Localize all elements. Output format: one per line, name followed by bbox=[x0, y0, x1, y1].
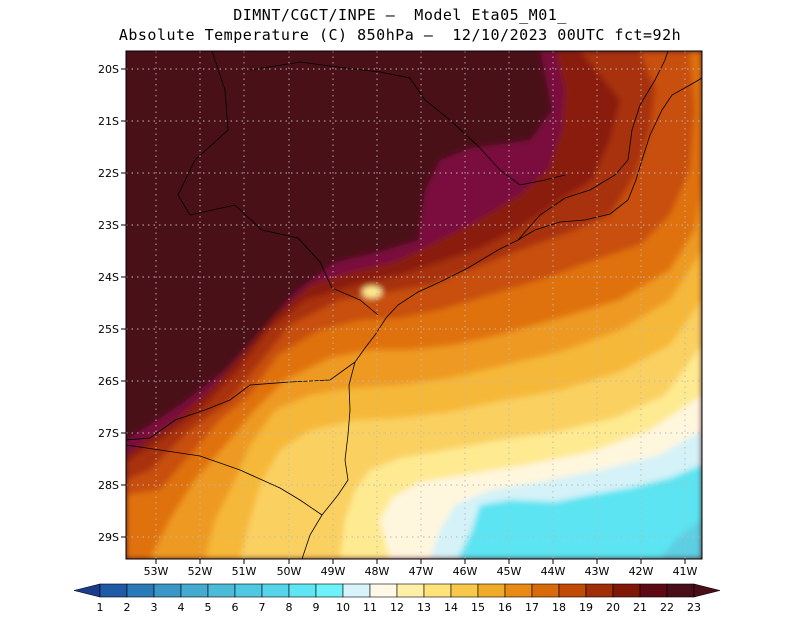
lat-labels: 20S 21S 22S 23S 24S 25S 26S 27S 28S 29S bbox=[98, 63, 119, 544]
state-border-ms-sp bbox=[177, 51, 229, 216]
colorbar-label: 18 bbox=[552, 601, 566, 614]
state-border-mg-rj bbox=[517, 159, 629, 241]
colorbar-label: 16 bbox=[498, 601, 512, 614]
colorbar-label: 21 bbox=[633, 601, 647, 614]
colorbar-label: 22 bbox=[660, 601, 674, 614]
state-border-sp-pr bbox=[189, 204, 379, 316]
lat-label-27s: 27S bbox=[98, 427, 119, 440]
lon-label-46w: 46W bbox=[453, 565, 478, 578]
colorbar-label: 4 bbox=[178, 601, 185, 614]
lon-label-45w: 45W bbox=[497, 565, 522, 578]
lat-label-22s: 22S bbox=[98, 167, 119, 180]
lon-label-41w: 41W bbox=[673, 565, 698, 578]
lon-label-44w: 44W bbox=[541, 565, 566, 578]
colorbar-swatch bbox=[666, 583, 695, 598]
colorbar-swatch bbox=[315, 583, 344, 598]
colorbar-label: 7 bbox=[259, 601, 266, 614]
state-border-sc-rs bbox=[126, 444, 323, 516]
colorbar-label: 2 bbox=[124, 601, 131, 614]
map-title-line2: Absolute Temperature (C) 850hPa – 12/10/… bbox=[118, 26, 682, 44]
lon-labels: 53W 52W 51W 50W 49W 48W 47W 46W 45W 44W … bbox=[144, 565, 698, 578]
colorbar-swatch bbox=[450, 583, 479, 598]
colorbar-label: 11 bbox=[363, 601, 377, 614]
colorbar-swatch bbox=[531, 583, 560, 598]
state-border-mg-es bbox=[627, 51, 669, 161]
colorbar-label: 1 bbox=[97, 601, 104, 614]
colorbar-label: 14 bbox=[444, 601, 458, 614]
colorbar-swatch bbox=[639, 583, 668, 598]
colorbar-swatch bbox=[477, 583, 506, 598]
lon-label-47w: 47W bbox=[409, 565, 434, 578]
colorbar-swatch bbox=[234, 583, 263, 598]
colorbar-label: 12 bbox=[390, 601, 404, 614]
lat-label-28s: 28S bbox=[98, 479, 119, 492]
colorbar-swatch bbox=[612, 583, 641, 598]
colorbar-swatch bbox=[369, 583, 398, 598]
atlantic-coastline bbox=[301, 77, 702, 559]
coastline-and-borders bbox=[126, 51, 702, 559]
lat-ticks bbox=[121, 68, 126, 538]
map-title-line1: DIMNT/CGCT/INPE – Model Eta05_M01_ bbox=[233, 6, 567, 24]
colorbar-swatch bbox=[342, 583, 371, 598]
lon-label-51w: 51W bbox=[232, 565, 257, 578]
state-border-sp-mg bbox=[249, 61, 566, 186]
lat-label-24s: 24S bbox=[98, 271, 119, 284]
colorbar-label: 9 bbox=[313, 601, 320, 614]
colorbar-label: 6 bbox=[232, 601, 239, 614]
colorbar-label: 13 bbox=[417, 601, 431, 614]
graticule bbox=[126, 51, 702, 559]
lon-label-48w: 48W bbox=[365, 565, 390, 578]
lon-label-49w: 49W bbox=[321, 565, 346, 578]
lat-label-29s: 29S bbox=[98, 531, 119, 544]
colorbar-swatch bbox=[504, 583, 533, 598]
colorbar-swatch bbox=[423, 583, 452, 598]
lon-label-52w: 52W bbox=[188, 565, 213, 578]
colorbar-swatch bbox=[396, 583, 425, 598]
warm-pocket bbox=[362, 286, 382, 298]
colorbar-swatch bbox=[126, 583, 155, 598]
lon-label-43w: 43W bbox=[585, 565, 610, 578]
temperature-field bbox=[126, 51, 702, 559]
lat-label-26s: 26S bbox=[98, 375, 119, 388]
colorbar-swatch bbox=[288, 583, 317, 598]
lat-label-21s: 21S bbox=[98, 115, 119, 128]
colorbar-swatch bbox=[261, 583, 290, 598]
lat-label-25s: 25S bbox=[98, 323, 119, 336]
colorbar-label: 10 bbox=[336, 601, 350, 614]
lon-label-50w: 50W bbox=[277, 565, 302, 578]
colorbar-swatch bbox=[558, 583, 587, 598]
colorbar-swatch bbox=[207, 583, 236, 598]
colorbar-label: 17 bbox=[525, 601, 539, 614]
colorbar-swatch bbox=[153, 583, 182, 598]
lon-label-42w: 42W bbox=[629, 565, 654, 578]
colorbar-swatch bbox=[180, 583, 209, 598]
lat-label-23s: 23S bbox=[98, 219, 119, 232]
colorbar-arrow-high bbox=[693, 583, 721, 598]
colorbar-label: 8 bbox=[286, 601, 293, 614]
colorbar-swatch bbox=[99, 583, 128, 598]
colorbar-swatch bbox=[585, 583, 614, 598]
lon-label-53w: 53W bbox=[144, 565, 169, 578]
lon-ticks bbox=[155, 559, 686, 564]
contour-band-8 bbox=[660, 520, 702, 559]
colorbar-label: 5 bbox=[205, 601, 212, 614]
colorbar-label: 23 bbox=[687, 601, 701, 614]
colorbar-label: 3 bbox=[151, 601, 158, 614]
colorbar-label: 15 bbox=[471, 601, 485, 614]
plot-frame bbox=[125, 50, 703, 560]
state-border-pr-sc bbox=[126, 361, 356, 441]
lat-label-20s: 20S bbox=[98, 63, 119, 76]
colorbar-label: 19 bbox=[579, 601, 593, 614]
colorbar: 1 2 3 4 5 6 7 8 9 10 11 12 13 14 15 16 17 18 19 20 21 22 23 bbox=[73, 583, 721, 614]
colorbar-label: 20 bbox=[606, 601, 620, 614]
colorbar-arrow-low bbox=[73, 583, 101, 598]
